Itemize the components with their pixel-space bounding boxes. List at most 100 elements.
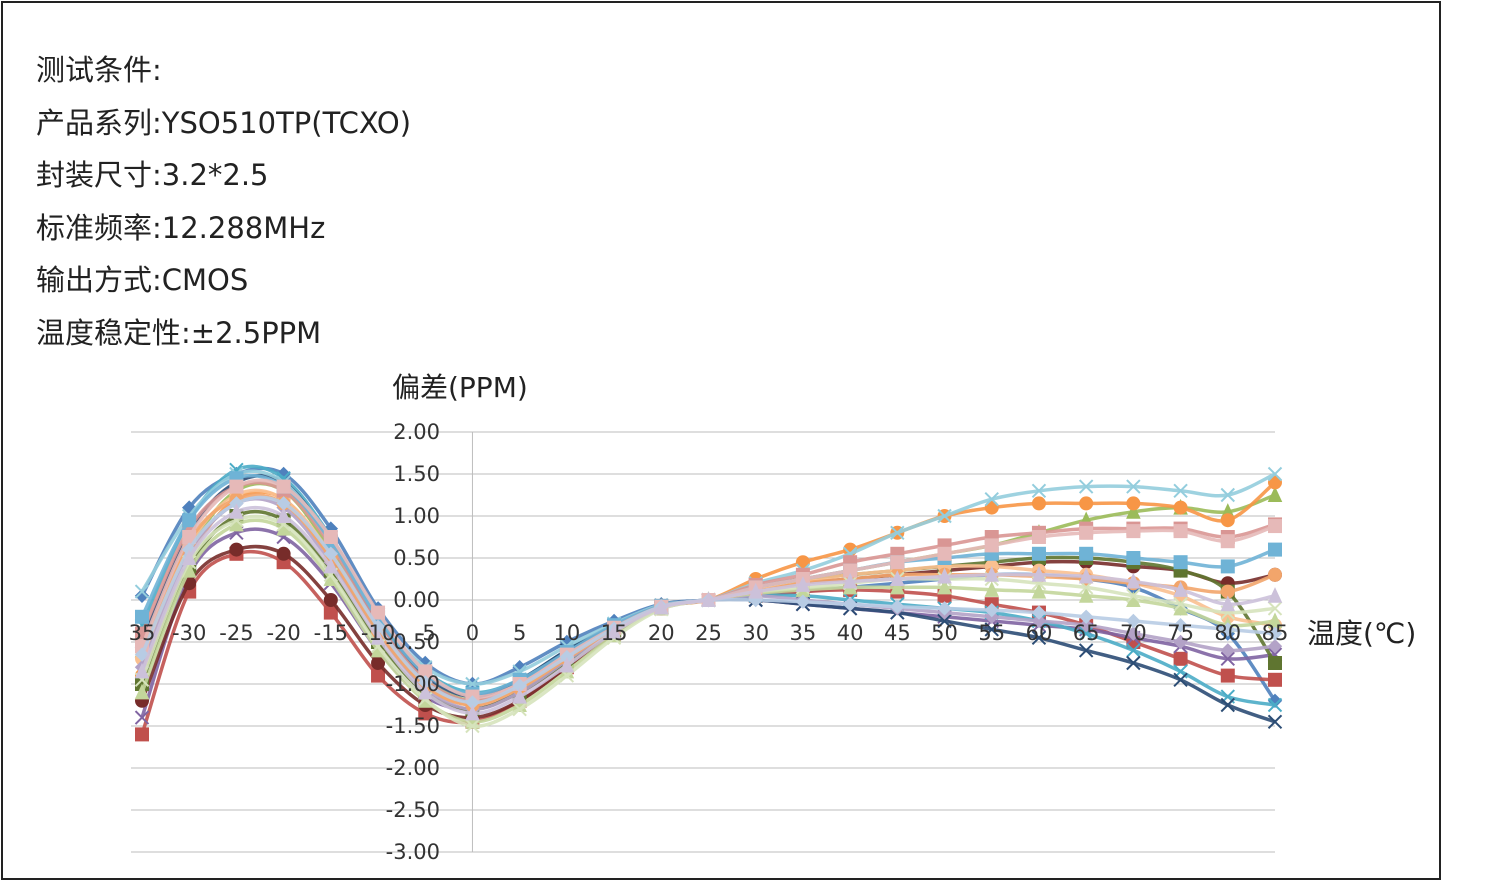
data-point <box>1173 617 1188 633</box>
data-point <box>1126 524 1141 539</box>
series-9 <box>135 509 1282 717</box>
data-point <box>1031 546 1046 561</box>
data-point <box>1220 668 1235 683</box>
data-point <box>134 588 150 604</box>
y-tick-label: -1.00 <box>386 672 440 696</box>
data-point <box>1220 697 1235 713</box>
data-point <box>984 500 999 515</box>
frequency-line: 标准频率:12.288MHz <box>36 210 326 245</box>
x-tick-label: -30 <box>172 621 206 645</box>
data-point <box>1268 567 1282 582</box>
stability-line: 温度稳定性:±2.5PPM <box>36 315 322 350</box>
data-point <box>937 567 952 584</box>
data-point <box>1126 479 1141 494</box>
x-tick-label: 55 <box>978 621 1005 645</box>
data-point <box>323 593 338 607</box>
y-tick-label: -2.00 <box>386 756 440 780</box>
data-point <box>1031 605 1047 620</box>
data-point <box>559 656 575 673</box>
data-point <box>1267 638 1283 654</box>
data-point <box>1078 567 1094 584</box>
data-point <box>229 542 244 557</box>
x-tick-label: 20 <box>648 621 675 645</box>
data-point <box>276 507 291 523</box>
figure-frame <box>1 1 1441 880</box>
data-point <box>890 599 905 614</box>
package-size-line: 封装尺寸:3.2*2.5 <box>36 158 269 192</box>
data-point <box>1267 601 1283 616</box>
data-point <box>606 623 622 639</box>
data-point <box>1220 487 1235 503</box>
data-point <box>1078 479 1094 494</box>
data-point <box>1267 697 1283 713</box>
data-point <box>1031 566 1047 582</box>
data-point <box>1173 500 1188 515</box>
data-point <box>276 479 291 494</box>
y-tick-label: 1.00 <box>393 504 440 528</box>
data-point <box>1173 555 1188 570</box>
x-tick-label: -5 <box>415 621 436 645</box>
data-point <box>1267 714 1283 730</box>
data-point <box>1126 551 1141 565</box>
data-point <box>1079 546 1094 561</box>
data-point <box>984 566 1000 582</box>
y-tick-label: 1.50 <box>393 462 440 486</box>
data-point <box>181 549 197 565</box>
y-axis-title: 偏差(PPM) <box>392 371 528 404</box>
data-point <box>134 683 150 700</box>
data-point <box>371 668 386 683</box>
data-point <box>1078 643 1094 658</box>
data-point <box>135 727 149 742</box>
data-point <box>984 622 999 637</box>
data-point <box>890 578 905 595</box>
y-tick-labels: 2.00 1.50 1.00 0.50 0.00 -0.50 -1.00 -1.50 -2.00… <box>386 420 440 864</box>
data-point <box>1126 572 1141 589</box>
data-point <box>1031 483 1047 499</box>
conditions-heading: 测试条件: <box>36 53 162 87</box>
data-point <box>229 479 244 494</box>
x-tick-label: 75 <box>1167 621 1194 645</box>
data-point <box>1126 626 1141 641</box>
x-tick-label: -10 <box>361 621 395 645</box>
data-point <box>1267 466 1283 482</box>
data-point <box>937 508 952 524</box>
data-point <box>1173 581 1188 597</box>
y-tick-label: -2.50 <box>386 798 440 822</box>
data-point <box>1220 534 1235 549</box>
data-point <box>984 538 999 553</box>
data-point <box>1268 656 1282 670</box>
x-tick-label: 80 <box>1214 621 1241 645</box>
data-point <box>1267 486 1283 502</box>
data-point <box>1031 496 1046 511</box>
data-point <box>1220 622 1235 637</box>
x-tick-label: 35 <box>790 621 817 645</box>
data-point <box>1126 613 1141 629</box>
data-point <box>323 557 339 574</box>
y-tick-label: -1.50 <box>386 714 440 738</box>
x-tick-label: 0 <box>466 621 479 645</box>
data-point <box>937 578 952 595</box>
x-tick-label: 5 <box>513 621 526 645</box>
x-tick-label: 45 <box>884 621 911 645</box>
data-point <box>890 525 905 541</box>
test-conditions: 测试条件: 产品系列:YSO510TP(TCXO) 封装尺寸:3.2*2.5 标… <box>36 48 411 363</box>
data-point <box>512 687 527 704</box>
data-point <box>842 572 858 589</box>
data-point <box>1031 582 1047 599</box>
data-point <box>134 710 150 725</box>
x-tick-label: 65 <box>1073 621 1100 645</box>
data-point <box>229 503 244 519</box>
data-point <box>1079 496 1094 511</box>
data-point <box>1220 643 1235 658</box>
data-point <box>795 576 811 592</box>
data-point <box>1268 519 1282 534</box>
data-point <box>1220 559 1235 574</box>
x-tick-label: -20 <box>266 621 300 645</box>
x-tick-label: -15 <box>314 621 348 645</box>
data-point <box>937 601 952 616</box>
data-point <box>890 570 905 586</box>
data-point <box>1078 609 1094 625</box>
data-point <box>1173 483 1188 499</box>
x-tick-label: 30 <box>742 621 769 645</box>
data-point <box>465 718 480 734</box>
